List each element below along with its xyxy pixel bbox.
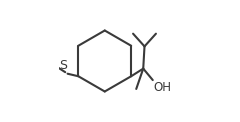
Text: S: S: [59, 59, 67, 72]
Text: OH: OH: [153, 81, 171, 94]
